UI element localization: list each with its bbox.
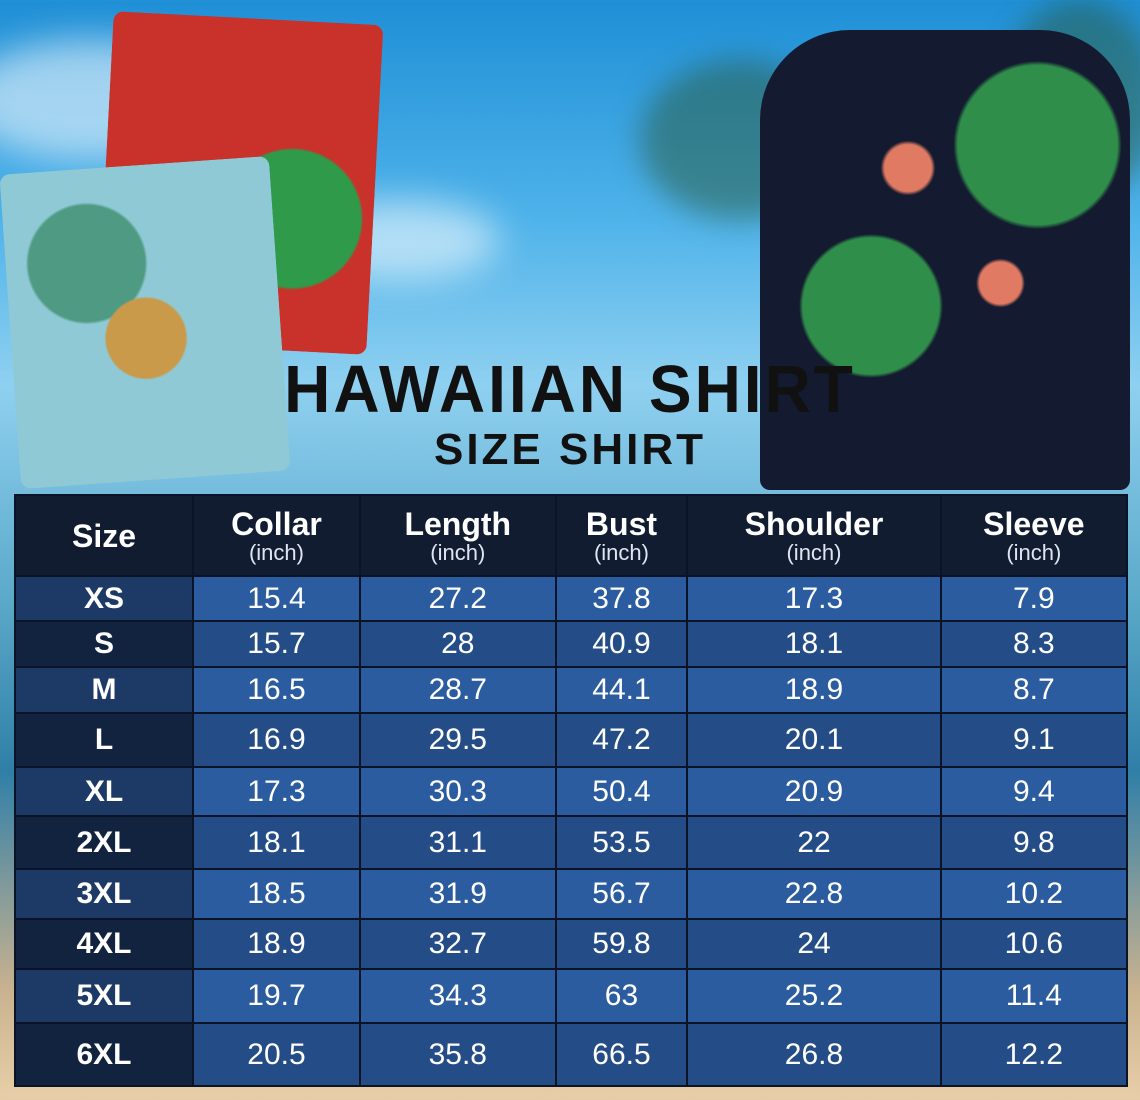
size-cell: S — [14, 620, 194, 668]
column-header-label: Shoulder — [744, 505, 884, 542]
column-header-collar: Collar (inch) — [192, 494, 361, 577]
measurement-cell: 44.1 — [554, 666, 689, 714]
measurement-cell: 32.7 — [358, 918, 557, 970]
measurement-cell: 18.9 — [192, 918, 361, 970]
measurement-cell: 22 — [686, 815, 942, 870]
measurement-cell: 40.9 — [554, 620, 689, 668]
table-row: XS 15.4 27.2 37.8 17.3 7.9 — [14, 575, 1129, 622]
measurement-cell: 20.5 — [192, 1022, 361, 1087]
measurement-cell: 19.7 — [192, 968, 361, 1024]
table-header-row: Size Collar (inch) Length (inch) Bust (inch) Sh… — [14, 494, 1129, 577]
size-cell: XS — [14, 575, 194, 622]
column-header-unit: (inch) — [786, 539, 842, 565]
measurement-cell: 29.5 — [358, 712, 557, 768]
measurement-cell: 9.1 — [939, 712, 1129, 768]
measurement-cell: 35.8 — [358, 1022, 557, 1087]
size-cell: M — [14, 666, 194, 714]
column-header-sleeve: Sleeve (inch) — [939, 494, 1129, 577]
column-header-label: Collar — [231, 505, 322, 542]
page-subtitle: SIZE SHIRT — [433, 425, 707, 474]
measurement-cell: 18.9 — [686, 666, 942, 714]
measurement-cell: 25.2 — [686, 968, 942, 1024]
measurement-cell: 8.3 — [939, 620, 1129, 668]
column-header-label: Length — [404, 505, 512, 542]
measurement-cell: 50.4 — [554, 766, 689, 817]
table-row: 4XL 18.9 32.7 59.8 24 10.6 — [14, 918, 1129, 970]
measurement-cell: 15.7 — [192, 620, 361, 668]
size-cell: L — [14, 712, 194, 768]
measurement-cell: 18.5 — [192, 868, 361, 920]
measurement-cell: 24 — [686, 918, 942, 970]
column-header-bust: Bust (inch) — [554, 494, 689, 577]
measurement-cell: 59.8 — [554, 918, 689, 970]
table-row: 5XL 19.7 34.3 63 25.2 11.4 — [14, 968, 1129, 1024]
measurement-cell: 17.3 — [192, 766, 361, 817]
measurement-cell: 9.8 — [939, 815, 1129, 870]
column-header-shoulder: Shoulder (inch) — [686, 494, 942, 577]
column-header-unit: (inch) — [1006, 539, 1062, 565]
table-row: S 15.7 28 40.9 18.1 8.3 — [14, 620, 1129, 668]
measurement-cell: 18.1 — [686, 620, 942, 668]
column-header-unit: (inch) — [430, 539, 486, 565]
table-row: L 16.9 29.5 47.2 20.1 9.1 — [14, 712, 1129, 768]
column-header-label: Bust — [585, 505, 658, 542]
measurement-cell: 26.8 — [686, 1022, 942, 1087]
column-header-length: Length (inch) — [358, 494, 557, 577]
size-cell: XL — [14, 766, 194, 817]
measurement-cell: 10.6 — [939, 918, 1129, 970]
measurement-cell: 27.2 — [358, 575, 557, 622]
measurement-cell: 20.9 — [686, 766, 942, 817]
column-header-label: Size — [71, 517, 137, 554]
table-row: XL 17.3 30.3 50.4 20.9 9.4 — [14, 766, 1129, 817]
measurement-cell: 66.5 — [554, 1022, 689, 1087]
measurement-cell: 53.5 — [554, 815, 689, 870]
measurement-cell: 20.1 — [686, 712, 942, 768]
column-header-label: Sleeve — [983, 505, 1085, 542]
column-header-unit: (inch) — [248, 539, 304, 565]
measurement-cell: 12.2 — [939, 1022, 1129, 1087]
measurement-cell: 11.4 — [939, 968, 1129, 1024]
measurement-cell: 56.7 — [554, 868, 689, 920]
measurement-cell: 18.1 — [192, 815, 361, 870]
model-flamingo-shirt-image — [760, 30, 1130, 490]
measurement-cell: 30.3 — [358, 766, 557, 817]
column-header-size: Size — [14, 494, 194, 577]
size-cell: 2XL — [14, 815, 194, 870]
column-header-unit: (inch) — [593, 539, 649, 565]
size-chart-table: Size Collar (inch) Length (inch) Bust (inch) Sh… — [14, 494, 1129, 1087]
size-cell: 5XL — [14, 968, 194, 1024]
measurement-cell: 47.2 — [554, 712, 689, 768]
table-row: 2XL 18.1 31.1 53.5 22 9.8 — [14, 815, 1129, 870]
measurement-cell: 16.9 — [192, 712, 361, 768]
measurement-cell: 8.7 — [939, 666, 1129, 714]
measurement-cell: 37.8 — [554, 575, 689, 622]
size-cell: 3XL — [14, 868, 194, 920]
measurement-cell: 31.1 — [358, 815, 557, 870]
table-row: 6XL 20.5 35.8 66.5 26.8 12.2 — [14, 1022, 1129, 1087]
measurement-cell: 15.4 — [192, 575, 361, 622]
measurement-cell: 28.7 — [358, 666, 557, 714]
size-cell: 4XL — [14, 918, 194, 970]
measurement-cell: 34.3 — [358, 968, 557, 1024]
measurement-cell: 17.3 — [686, 575, 942, 622]
measurement-cell: 7.9 — [939, 575, 1129, 622]
measurement-cell: 22.8 — [686, 868, 942, 920]
measurement-cell: 31.9 — [358, 868, 557, 920]
measurement-cell: 9.4 — [939, 766, 1129, 817]
measurement-cell: 63 — [554, 968, 689, 1024]
page-title: HAWAIIAN SHIRT — [284, 351, 856, 427]
table-row: M 16.5 28.7 44.1 18.9 8.7 — [14, 666, 1129, 714]
size-cell: 6XL — [14, 1022, 194, 1087]
measurement-cell: 16.5 — [192, 666, 361, 714]
measurement-cell: 10.2 — [939, 868, 1129, 920]
table-row: 3XL 18.5 31.9 56.7 22.8 10.2 — [14, 868, 1129, 920]
measurement-cell: 28 — [358, 620, 557, 668]
